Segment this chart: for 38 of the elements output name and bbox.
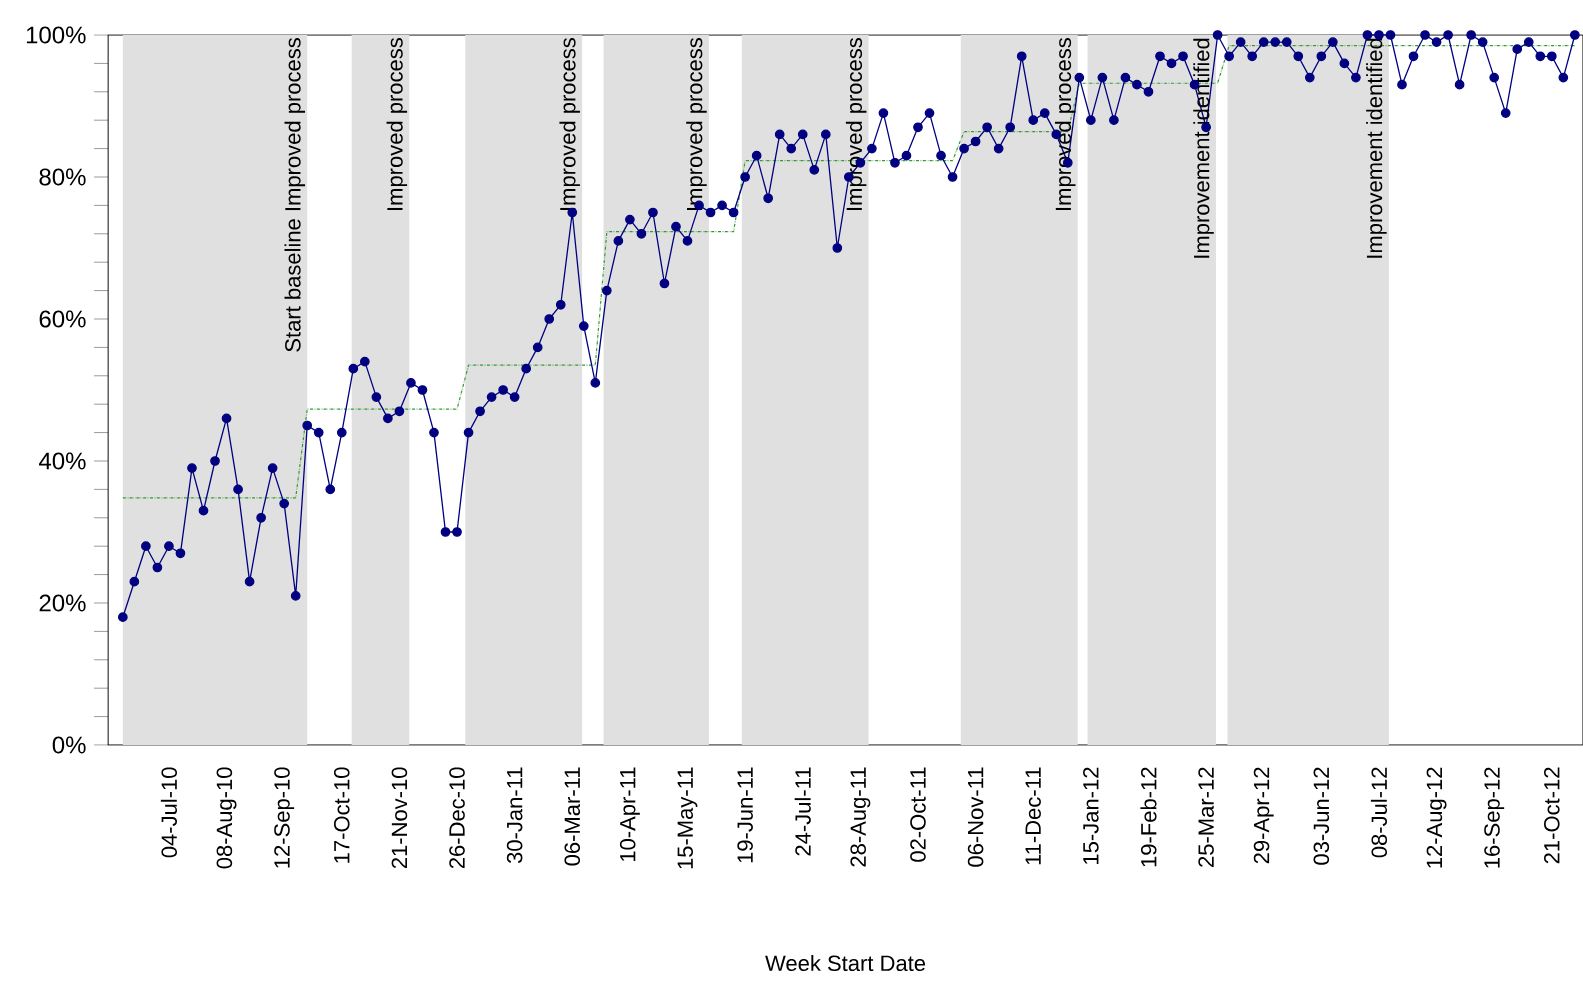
x-tick-label: 03-Jun-12 (1313, 767, 1330, 865)
x-axis-title: Week Start Date (765, 954, 926, 972)
x-tick-label: 21-Oct-12 (1544, 767, 1560, 864)
x-tick-label: 06-Nov-11 (967, 767, 984, 867)
x-tick-label: 04-Jul-10 (160, 767, 178, 858)
x-tick-label: 28-Aug-11 (850, 767, 871, 867)
x-tick-label: 19-Feb-12 (1140, 767, 1157, 867)
x-tick-label: 15-Jan-12 (1083, 767, 1099, 864)
y-tick-label: 100% (26, 26, 86, 44)
x-tick-label: 02-Oct-11 (910, 767, 926, 862)
x-tick-label: 26-Dec-10 (449, 767, 465, 869)
x-tick-label: 06-Mar-11 (564, 767, 581, 866)
band-label: Start baseline Improved process (284, 38, 306, 352)
x-tick-label: 11-Dec-11 (1025, 767, 1041, 865)
x-tick-label: 08-Aug-10 (216, 767, 237, 869)
y-tick-label: 80% (39, 168, 86, 186)
band-label: Improved process (1054, 38, 1076, 211)
band-label: Improvement identified (1366, 38, 1387, 258)
x-tick-label: 12-Sep-10 (274, 767, 295, 868)
x-tick-label: 29-Apr-12 (1253, 767, 1274, 864)
x-tick-label: 10-Apr-11 (619, 767, 640, 862)
band-label: Improved process (559, 38, 580, 211)
y-tick-label: 20% (39, 594, 86, 612)
x-tick-label: 25-Mar-12 (1198, 767, 1214, 867)
x-tick-label: 12-Aug-12 (1426, 767, 1447, 868)
x-tick-label: 15-May-11 (677, 767, 698, 869)
x-tick-label: 19-Jun-11 (737, 767, 753, 863)
x-tick-label: 17-Oct-10 (333, 767, 350, 863)
x-tick-label: 24-Jul-11 (794, 767, 811, 856)
band-label: Improvement identified (1193, 38, 1214, 258)
x-tick-label: 08-Jul-12 (1370, 767, 1388, 858)
x-tick-label: 30-Jan-11 (506, 767, 523, 864)
y-tick-label: 60% (39, 310, 86, 328)
y-tick-label: 0% (52, 736, 86, 754)
band-label: Improved process (386, 38, 408, 211)
x-tick-label: 16-Sep-12 (1484, 767, 1505, 868)
x-tick-label: 21-Nov-10 (391, 767, 408, 869)
y-tick-label: 40% (38, 452, 86, 470)
